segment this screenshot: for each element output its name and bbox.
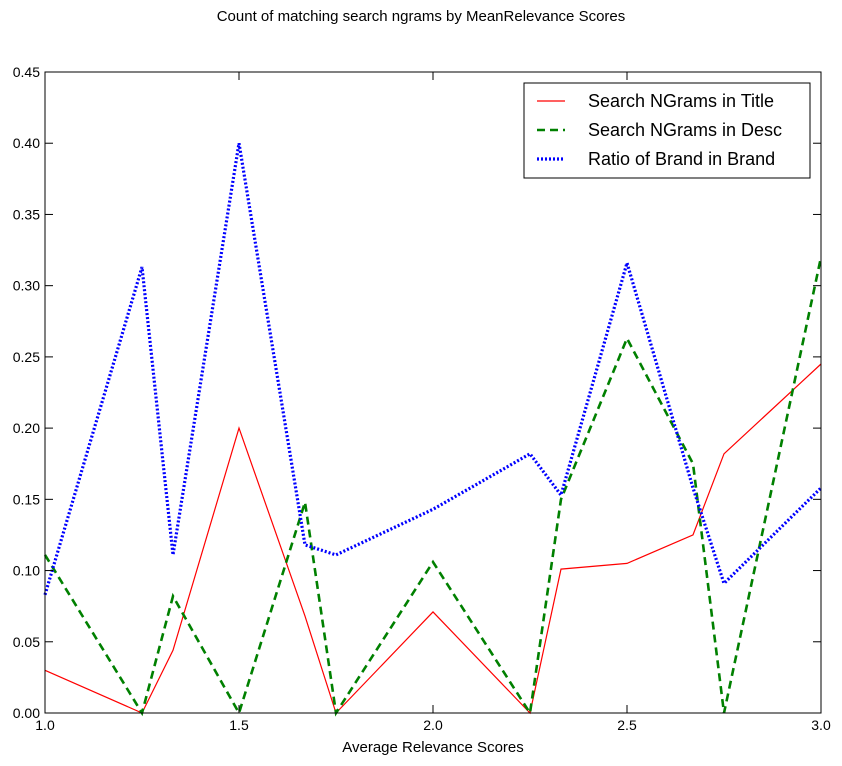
- y-tick-label: 0.45: [13, 64, 40, 80]
- y-tick-label: 0.10: [13, 563, 40, 579]
- series-line-2: [43, 256, 823, 717]
- y-tick-label: 0.15: [13, 491, 40, 507]
- series-layer: [43, 142, 823, 717]
- series-line-1: [44, 363, 822, 715]
- y-tick-label: 0.25: [13, 349, 40, 365]
- legend-box: [523, 82, 811, 179]
- y-tick-label: 0.30: [13, 278, 40, 294]
- legend: Search NGrams in Title Search NGrams in D…: [523, 82, 811, 179]
- x-axis-label: Average Relevance Scores: [342, 739, 524, 756]
- y-tick-label: 0.20: [13, 420, 40, 436]
- y-tick-label: 0.05: [13, 634, 40, 650]
- x-tick-label: 2.0: [423, 717, 443, 733]
- y-tick-label: 0.35: [13, 206, 40, 222]
- y-tick-label: 0.00: [13, 705, 40, 721]
- chart-title: Count of matching search ngrams by MeanR…: [217, 8, 626, 25]
- series-line-3: [43, 142, 823, 596]
- legend-label-1: Search NGrams in Title: [588, 91, 774, 111]
- x-tick-label: 2.5: [617, 717, 637, 733]
- legend-label-3: Ratio of Brand in Brand: [588, 149, 775, 169]
- x-tick-label: 1.5: [229, 717, 249, 733]
- legend-items: Search NGrams in Title Search NGrams in D…: [537, 91, 782, 169]
- ticks-layer: 1.0 1.5 2.0 2.5 3.0 0.00 0.05 0.10 0.15 0.20 0.25 0…: [13, 64, 831, 733]
- y-tick-label: 0.40: [13, 135, 40, 151]
- x-tick-label: 3.0: [811, 717, 831, 733]
- legend-label-2: Search NGrams in Desc: [588, 120, 782, 140]
- x-tick-label: 1.0: [35, 717, 55, 733]
